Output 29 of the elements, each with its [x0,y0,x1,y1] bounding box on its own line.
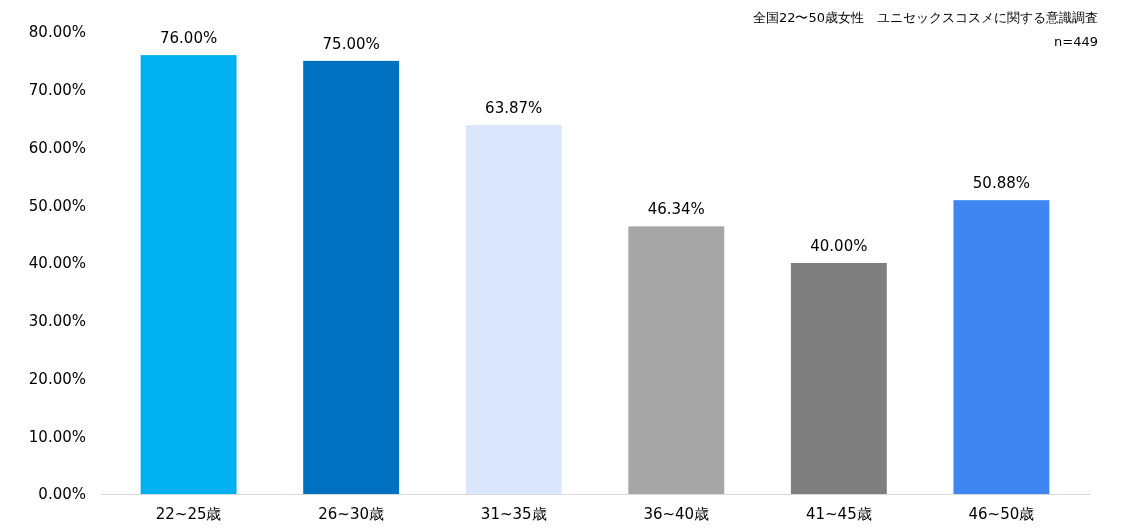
chart-subtitle: n=449 [1054,34,1098,49]
x-tick-label: 22~25歳 [155,504,222,523]
bar [140,55,237,494]
y-tick-label: 10.00% [28,427,86,446]
chart-title: 全国22〜50歳女性 ユニセックスコスメに関する意識調査 [752,10,1098,25]
data-label: 50.88% [972,174,1031,193]
x-tick-label: 36~40歳 [643,504,710,523]
y-tick-label: 50.00% [28,196,86,215]
bar [303,60,400,494]
x-tick-label: 31~35歳 [480,504,547,523]
data-label: 76.00% [159,29,218,48]
y-tick-label: 30.00% [28,312,86,331]
bar [465,125,562,494]
x-tick-label: 46~50歳 [968,504,1035,523]
y-tick-label: 0.00% [38,485,86,504]
y-tick-label: 60.00% [28,138,86,157]
bar [953,200,1050,494]
bar [790,263,887,494]
y-tick-label: 40.00% [28,254,86,273]
x-tick-label: 41~45歳 [805,504,872,523]
y-tick-label: 80.00% [28,23,86,42]
y-tick-label: 70.00% [28,81,86,100]
y-tick-label: 20.00% [28,369,86,388]
bar [628,226,725,494]
data-label: 46.34% [647,200,705,219]
data-label: 63.87% [485,99,543,118]
x-tick-label: 26~30歳 [318,504,385,523]
data-label: 75.00% [322,34,380,53]
data-label: 40.00% [810,237,868,255]
